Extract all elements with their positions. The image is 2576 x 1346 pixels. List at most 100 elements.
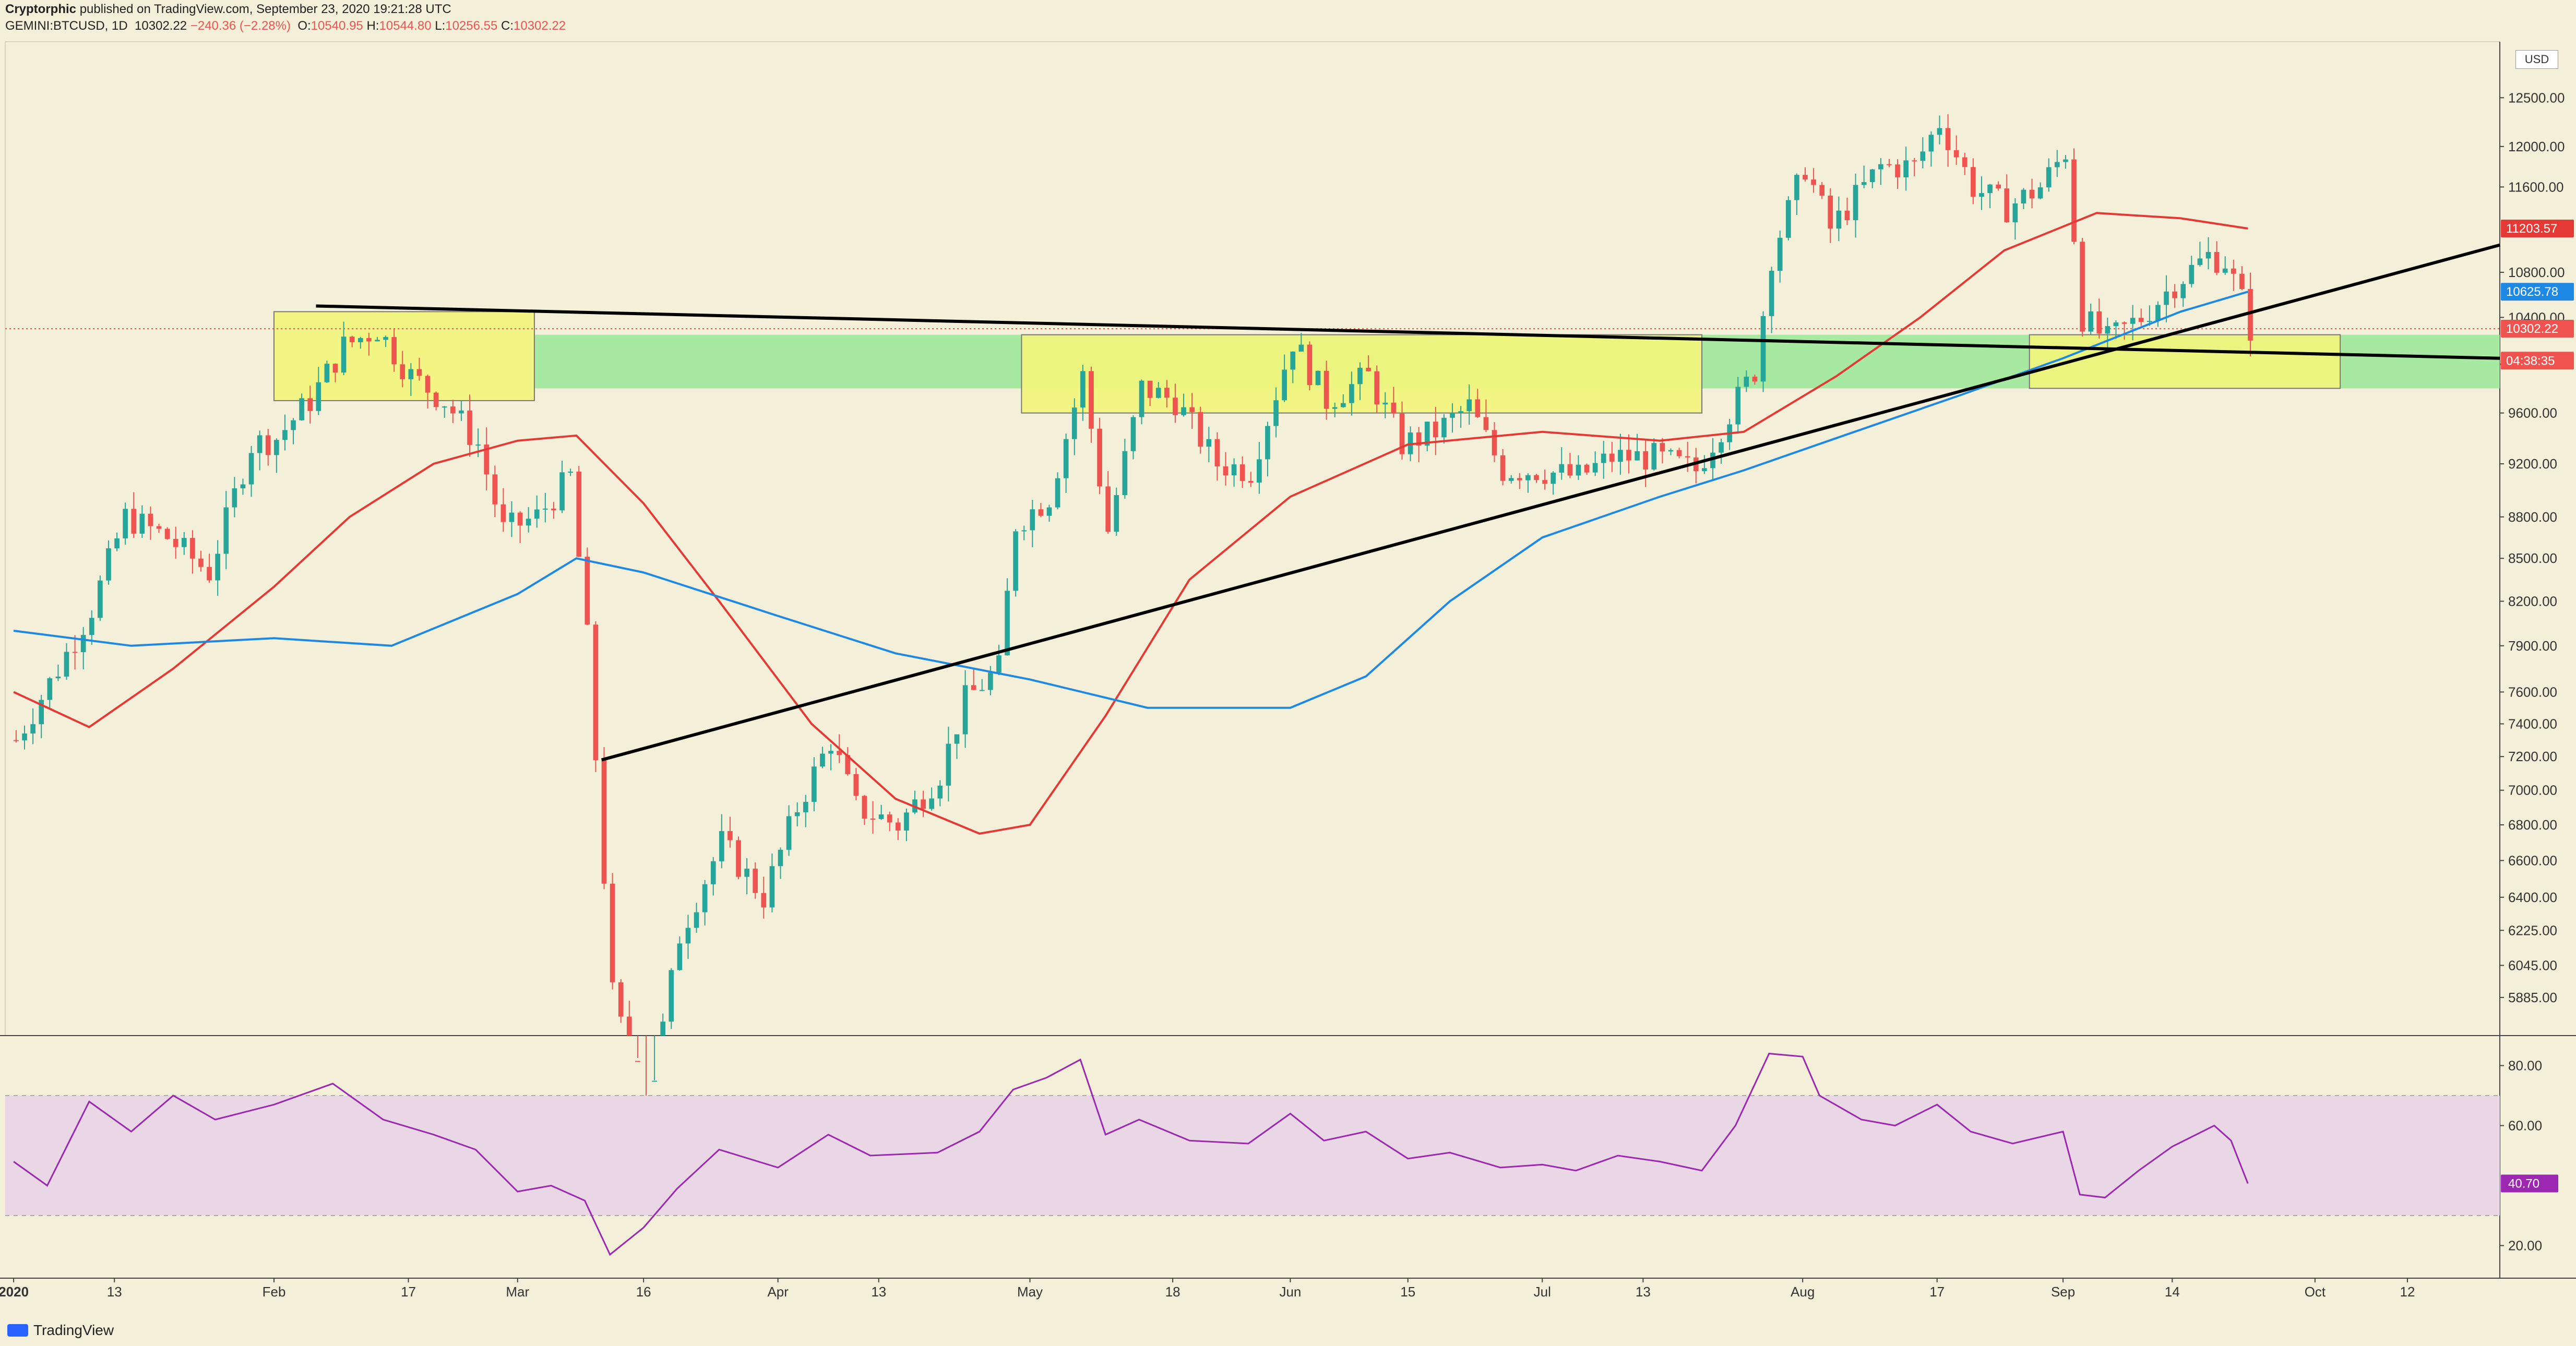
candle-body-2020-01-30 xyxy=(257,435,263,453)
candle-body-2020-04-07 xyxy=(828,751,833,754)
price-badge-3 xyxy=(2501,352,2574,370)
symbol-label[interactable]: GEMINI:BTCUSD, 1D xyxy=(5,19,128,33)
candle-body-2020-05-05 xyxy=(1063,439,1069,478)
candle-body-2020-05-22 xyxy=(1206,439,1212,447)
candle-body-2020-06-21 xyxy=(1458,411,1463,414)
candle-body-2020-06-16 xyxy=(1416,432,1422,446)
candle-body-2020-02-02 xyxy=(282,430,288,440)
candle-body-2020-06-19 xyxy=(1441,417,1447,438)
price-tick-label-6: 9600.00 xyxy=(2508,405,2557,421)
rsi-tick-label-2: 20.00 xyxy=(2508,1238,2542,1254)
candle-body-2020-03-12 xyxy=(610,883,615,982)
candle-body-2020-09-23 xyxy=(2248,289,2253,341)
time-tick-label-10: Jun xyxy=(1279,1284,1301,1300)
candle-body-2020-05-13 xyxy=(1130,417,1136,451)
candle-body-2020-05-27 xyxy=(1248,480,1254,483)
candle-body-2020-02-12 xyxy=(366,338,372,342)
candle-body-2020-01-16 xyxy=(139,513,145,534)
candle-body-2020-05-06 xyxy=(1071,407,1077,439)
tradingview-logo[interactable]: TradingView xyxy=(7,1322,114,1339)
candle-body-2020-04-10 xyxy=(853,774,859,796)
publish-info: published on TradingView.com, September … xyxy=(79,2,451,16)
candle-body-2020-06-13 xyxy=(1391,402,1397,414)
candle-body-2020-01-04 xyxy=(39,700,44,725)
candle-body-2020-01-17 xyxy=(148,513,153,526)
time-tick-label-1: 13 xyxy=(107,1284,122,1300)
candle-body-2020-06-11 xyxy=(1374,371,1380,405)
candle-body-2020-03-08 xyxy=(576,471,582,557)
candle-body-2020-09-21 xyxy=(2231,268,2236,274)
candle-body-2020-06-08 xyxy=(1349,384,1354,403)
author-name[interactable]: Cryptorphic xyxy=(5,2,77,16)
brand-label: TradingView xyxy=(33,1322,114,1338)
candle-body-2020-03-30 xyxy=(761,893,767,908)
candle-body-2020-01-23 xyxy=(198,558,204,567)
candle-body-2020-03-15 xyxy=(635,1061,640,1062)
candle-body-2020-01-05 xyxy=(47,678,53,700)
candle-body-2020-03-11 xyxy=(601,760,607,884)
candle-body-2020-09-14 xyxy=(2172,291,2177,298)
candle-body-2020-05-31 xyxy=(1282,369,1287,401)
candle-body-2020-08-05 xyxy=(1836,210,1842,229)
candle-body-2020-02-29 xyxy=(509,512,515,522)
candle-body-2020-01-01 xyxy=(14,740,19,741)
candle-body-2020-05-28 xyxy=(1257,459,1262,483)
candle-body-2020-05-29 xyxy=(1265,426,1270,460)
candle-body-2020-07-21 xyxy=(1710,452,1715,468)
candle-body-2020-09-17 xyxy=(2197,258,2203,265)
candle-body-2020-08-08 xyxy=(1861,182,1867,185)
candle-body-2020-03-18 xyxy=(660,1021,666,1036)
candle-body-2020-04-25 xyxy=(979,690,985,691)
candle-body-2020-07-16 xyxy=(1668,450,1674,452)
candle-body-2020-09-08 xyxy=(2121,322,2127,324)
candle-body-2020-05-24 xyxy=(1223,466,1229,476)
candle-body-2020-04-23 xyxy=(962,685,968,735)
candle-body-2020-05-18 xyxy=(1173,398,1178,415)
candle-body-2020-02-11 xyxy=(357,338,363,343)
currency-selector[interactable]: USD xyxy=(2515,50,2558,69)
candle-body-2020-03-19 xyxy=(669,970,674,1022)
zone-yellow-1 xyxy=(273,311,535,401)
candle-body-2020-08-21 xyxy=(1971,167,1976,197)
candle-body-2020-08-13 xyxy=(1903,160,1909,177)
price-tick-label-10: 8200.00 xyxy=(2508,593,2557,609)
candle-body-2020-07-03 xyxy=(1559,464,1565,473)
candle-body-2020-02-19 xyxy=(425,376,431,393)
candle-body-2020-07-07 xyxy=(1592,463,1598,473)
candle-body-2020-02-09 xyxy=(341,336,347,373)
candle-body-2020-03-07 xyxy=(568,471,573,473)
candle-body-2020-06-22 xyxy=(1466,399,1472,412)
candle-body-2020-04-22 xyxy=(954,734,960,744)
candle-body-2020-09-15 xyxy=(2180,284,2186,298)
price-tick-label-16: 6800.00 xyxy=(2508,817,2557,833)
price-tick-label-14: 7200.00 xyxy=(2508,749,2557,764)
candle-body-2020-07-10 xyxy=(1618,450,1623,462)
candle-body-2020-04-09 xyxy=(845,755,851,774)
candle-body-2020-01-28 xyxy=(240,484,246,489)
candle-body-2020-08-27 xyxy=(2021,189,2026,203)
candle-body-2020-08-07 xyxy=(1853,185,1858,221)
candle-body-2020-06-30 xyxy=(1534,475,1539,480)
candle-body-2020-05-14 xyxy=(1139,380,1144,417)
candle-body-2020-03-25 xyxy=(719,831,724,861)
candle-body-2020-03-02 xyxy=(526,519,531,526)
candle-body-2020-02-08 xyxy=(332,364,338,373)
candle-body-2020-05-09 xyxy=(1097,428,1102,487)
candle-body-2020-06-17 xyxy=(1424,422,1430,446)
candle-body-2020-08-06 xyxy=(1844,210,1850,221)
price-tick-label-13: 7400.00 xyxy=(2508,716,2557,731)
candle-body-2020-05-04 xyxy=(1055,478,1060,508)
candle-body-2020-08-23 xyxy=(1987,184,1993,194)
candle-body-2020-04-06 xyxy=(820,753,825,767)
candle-body-2020-06-03 xyxy=(1307,344,1313,386)
price-tick-label-8: 8800.00 xyxy=(2508,509,2557,525)
zone-yellow-3 xyxy=(2029,334,2341,389)
candle-body-2020-06-26 xyxy=(1500,455,1506,481)
candle-body-2020-01-09 xyxy=(80,635,86,652)
candle-body-2020-08-10 xyxy=(1878,164,1883,170)
candle-body-2020-04-24 xyxy=(971,685,976,690)
candle-body-2020-01-11 xyxy=(98,580,103,618)
candle-body-2020-04-13 xyxy=(878,814,884,819)
candle-body-2020-05-01 xyxy=(1030,509,1035,531)
